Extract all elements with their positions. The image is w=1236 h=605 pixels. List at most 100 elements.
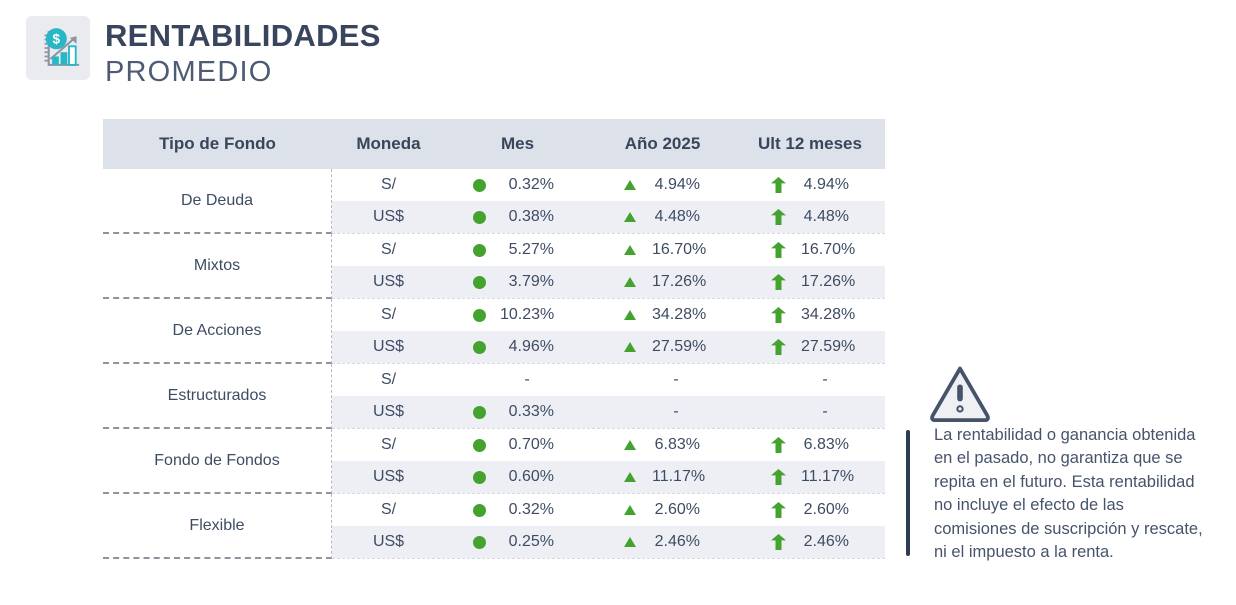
page-header: RENTABILIDADES PROMEDIO — [105, 18, 381, 87]
green-dot-icon — [473, 438, 486, 452]
green-dot-icon — [473, 178, 486, 192]
disclaimer: La rentabilidad o ganancia obtenida en e… — [906, 424, 1208, 565]
fund-group-flexible: Flexible S/ 0.32% 2.60% 2.60% US$ 0.25% … — [103, 494, 885, 559]
col-header-anio-2025: Año 2025 — [624, 134, 701, 153]
ult-cell: 27.59% — [735, 331, 885, 363]
anio-cell: 34.28% — [590, 299, 735, 331]
ult-value: - — [822, 403, 828, 420]
anio-cell: 2.46% — [590, 526, 735, 558]
anio-value: 34.28% — [652, 306, 707, 323]
ult-value: 11.17% — [801, 468, 855, 485]
anio-cell: 27.59% — [590, 331, 735, 363]
ult-value: 2.46% — [803, 533, 849, 550]
table-header-row: Tipo de Fondo Moneda Mes Año 2025 Ult 12… — [103, 119, 885, 169]
table-row: S/ 5.27% 16.70% 16.70% — [332, 234, 885, 266]
table-row: S/ 0.70% 6.83% 6.83% — [332, 429, 885, 461]
ult-cell: 4.94% — [735, 169, 885, 201]
triangle-up-icon — [624, 212, 636, 222]
mes-value: 0.70% — [508, 436, 554, 453]
currency-cell: US$ — [372, 338, 405, 355]
mes-value: 0.32% — [508, 176, 554, 193]
disclaimer-text: La rentabilidad o ganancia obtenida en e… — [934, 426, 1203, 562]
money-growth-chart-icon: $ — [26, 16, 90, 80]
fund-type-label: De Acciones — [103, 299, 332, 364]
no-icon — [624, 374, 636, 387]
green-dot-icon — [473, 405, 486, 419]
anio-value: 6.83% — [654, 436, 700, 453]
mes-cell: 0.70% — [445, 429, 590, 461]
table-row: US$ 3.79% 17.26% 17.26% — [332, 266, 885, 298]
returns-table: Tipo de Fondo Moneda Mes Año 2025 Ult 12… — [103, 119, 885, 559]
currency-cell: US$ — [372, 468, 405, 485]
currency-cell: S/ — [380, 436, 397, 453]
currency-cell: S/ — [380, 501, 397, 518]
currency-cell: S/ — [380, 371, 397, 388]
mes-value: - — [524, 371, 530, 388]
mes-value: 5.27% — [508, 241, 554, 258]
arrow-up-icon — [771, 274, 786, 290]
ult-cell: 11.17% — [735, 461, 885, 493]
mes-value: 4.96% — [508, 338, 554, 355]
ult-value: 2.60% — [803, 501, 849, 518]
table-row: US$ 0.60% 11.17% 11.17% — [332, 461, 885, 493]
mes-cell: 0.33% — [445, 396, 590, 428]
fund-group-mixtos: Mixtos S/ 5.27% 16.70% 16.70% US$ 3.79% … — [103, 234, 885, 299]
mes-cell: 3.79% — [445, 266, 590, 298]
anio-cell: - — [590, 396, 735, 428]
anio-value: 16.70% — [652, 241, 707, 258]
currency-cell: US$ — [372, 273, 405, 290]
table-row: US$ 0.25% 2.46% 2.46% — [332, 526, 885, 558]
green-dot-icon — [473, 210, 486, 224]
green-dot-icon — [473, 470, 486, 484]
mes-cell: 0.60% — [445, 461, 590, 493]
table-row: S/ - - - — [332, 364, 885, 396]
mes-cell: 0.32% — [445, 169, 590, 201]
fund-group-fondo-de-fondos: Fondo de Fondos S/ 0.70% 6.83% 6.83% US$… — [103, 429, 885, 494]
green-dot-icon — [473, 340, 486, 354]
ult-value: 17.26% — [801, 273, 856, 290]
fund-type-label: Estructurados — [103, 364, 332, 429]
triangle-up-icon — [624, 537, 636, 547]
fund-type-label: Fondo de Fondos — [103, 429, 332, 494]
col-header-tipo-de-fondo: Tipo de Fondo — [159, 134, 276, 153]
ult-value: 6.83% — [803, 436, 849, 453]
mes-cell: 0.25% — [445, 526, 590, 558]
triangle-up-icon — [624, 180, 636, 190]
triangle-up-icon — [624, 245, 636, 255]
no-icon — [771, 372, 786, 388]
mes-value: 10.23% — [500, 306, 555, 323]
table-row: S/ 10.23% 34.28% 34.28% — [332, 299, 885, 331]
arrow-up-icon — [771, 502, 786, 518]
anio-value: 2.46% — [654, 533, 700, 550]
anio-cell: 2.60% — [590, 494, 735, 526]
triangle-up-icon — [624, 505, 636, 515]
arrow-up-icon — [771, 242, 786, 258]
triangle-up-icon — [624, 277, 636, 287]
currency-cell: US$ — [372, 403, 405, 420]
mes-cell: 4.96% — [445, 331, 590, 363]
anio-value: 11.17% — [652, 468, 706, 485]
arrow-up-icon — [771, 534, 786, 550]
ult-value: 34.28% — [801, 306, 856, 323]
green-dot-icon — [473, 535, 486, 549]
arrow-up-icon — [771, 307, 786, 323]
arrow-up-icon — [771, 469, 786, 485]
anio-value: - — [673, 403, 679, 420]
disclaimer-accent-bar — [906, 430, 910, 556]
fund-type-label: Mixtos — [103, 234, 332, 299]
green-dot-icon — [473, 503, 486, 517]
ult-cell: 34.28% — [735, 299, 885, 331]
mes-value: 3.79% — [508, 273, 554, 290]
currency-cell: US$ — [372, 533, 405, 550]
page-title: RENTABILIDADES — [105, 18, 381, 53]
ult-cell: 2.60% — [735, 494, 885, 526]
fund-type-label: Flexible — [103, 494, 332, 559]
mes-value: 0.25% — [508, 533, 554, 550]
ult-cell: 2.46% — [735, 526, 885, 558]
anio-value: 2.60% — [654, 501, 700, 518]
anio-cell: 4.48% — [590, 201, 735, 233]
no-icon — [624, 406, 636, 419]
currency-cell: S/ — [380, 241, 397, 258]
mes-cell: 0.38% — [445, 201, 590, 233]
ult-value: 4.48% — [803, 208, 849, 225]
